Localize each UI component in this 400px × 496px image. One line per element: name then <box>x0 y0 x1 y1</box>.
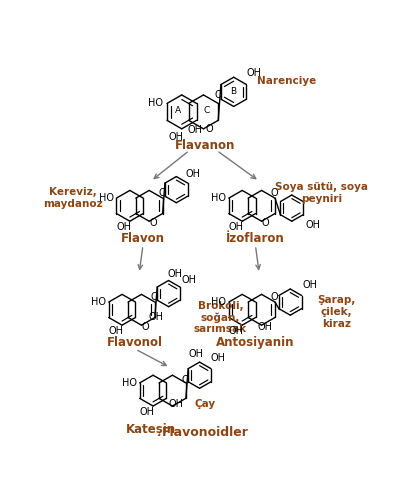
Text: Çay: Çay <box>194 399 216 410</box>
Text: Flavanon: Flavanon <box>175 139 235 152</box>
Text: OH: OH <box>228 222 244 233</box>
Text: Kereviz,
maydanoz: Kereviz, maydanoz <box>43 187 103 209</box>
Text: OH: OH <box>168 131 183 141</box>
Text: OH: OH <box>246 68 261 78</box>
Text: C: C <box>204 106 210 115</box>
Text: HO: HO <box>91 297 106 307</box>
Text: O: O <box>182 375 190 385</box>
Text: HO: HO <box>122 378 137 388</box>
Text: Flavonol: Flavonol <box>107 336 163 349</box>
Text: OH: OH <box>116 222 131 233</box>
Text: OH: OH <box>169 399 184 410</box>
Text: OH: OH <box>167 268 182 279</box>
Text: OH: OH <box>186 169 201 179</box>
Text: OH: OH <box>108 326 123 336</box>
Text: O: O <box>158 187 166 198</box>
Text: OH: OH <box>181 275 196 285</box>
Text: HO: HO <box>148 98 163 108</box>
Text: OH: OH <box>189 349 204 359</box>
Text: HO: HO <box>212 297 226 307</box>
Text: B: B <box>231 87 237 96</box>
Text: Soya sütü, soya
peyniri: Soya sütü, soya peyniri <box>275 182 368 203</box>
Text: O: O <box>271 187 278 198</box>
Text: İzoflaron: İzoflaron <box>226 233 285 246</box>
Text: OH: OH <box>139 407 154 417</box>
Text: OH: OH <box>188 125 202 135</box>
Text: O: O <box>271 292 278 302</box>
Text: HO: HO <box>212 193 226 203</box>
Text: O: O <box>151 292 158 302</box>
Text: Narenciye: Narenciye <box>257 76 316 86</box>
Text: Flavon: Flavon <box>121 233 165 246</box>
Text: A: A <box>175 106 181 115</box>
Text: OH: OH <box>149 311 164 322</box>
Text: Flavonoidler: Flavonoidler <box>162 426 248 438</box>
Text: Şarap,
çilek,
kiraz: Şarap, çilek, kiraz <box>318 296 356 329</box>
Text: OH: OH <box>228 326 244 336</box>
Text: O: O <box>205 124 213 134</box>
Text: Kateşin: Kateşin <box>126 423 176 435</box>
Text: O: O <box>262 218 269 228</box>
Text: O: O <box>142 322 149 332</box>
Text: Antosiyanin: Antosiyanin <box>216 336 295 349</box>
Text: OH: OH <box>303 280 318 290</box>
Text: Brokoli,
soğan,
sarımsak: Brokoli, soğan, sarımsak <box>194 301 247 334</box>
Text: O: O <box>149 218 157 228</box>
Text: OH: OH <box>211 353 226 363</box>
Text: HO: HO <box>99 193 114 203</box>
Text: OH: OH <box>306 220 321 230</box>
Text: O: O <box>214 90 222 100</box>
Text: OH: OH <box>258 322 273 332</box>
